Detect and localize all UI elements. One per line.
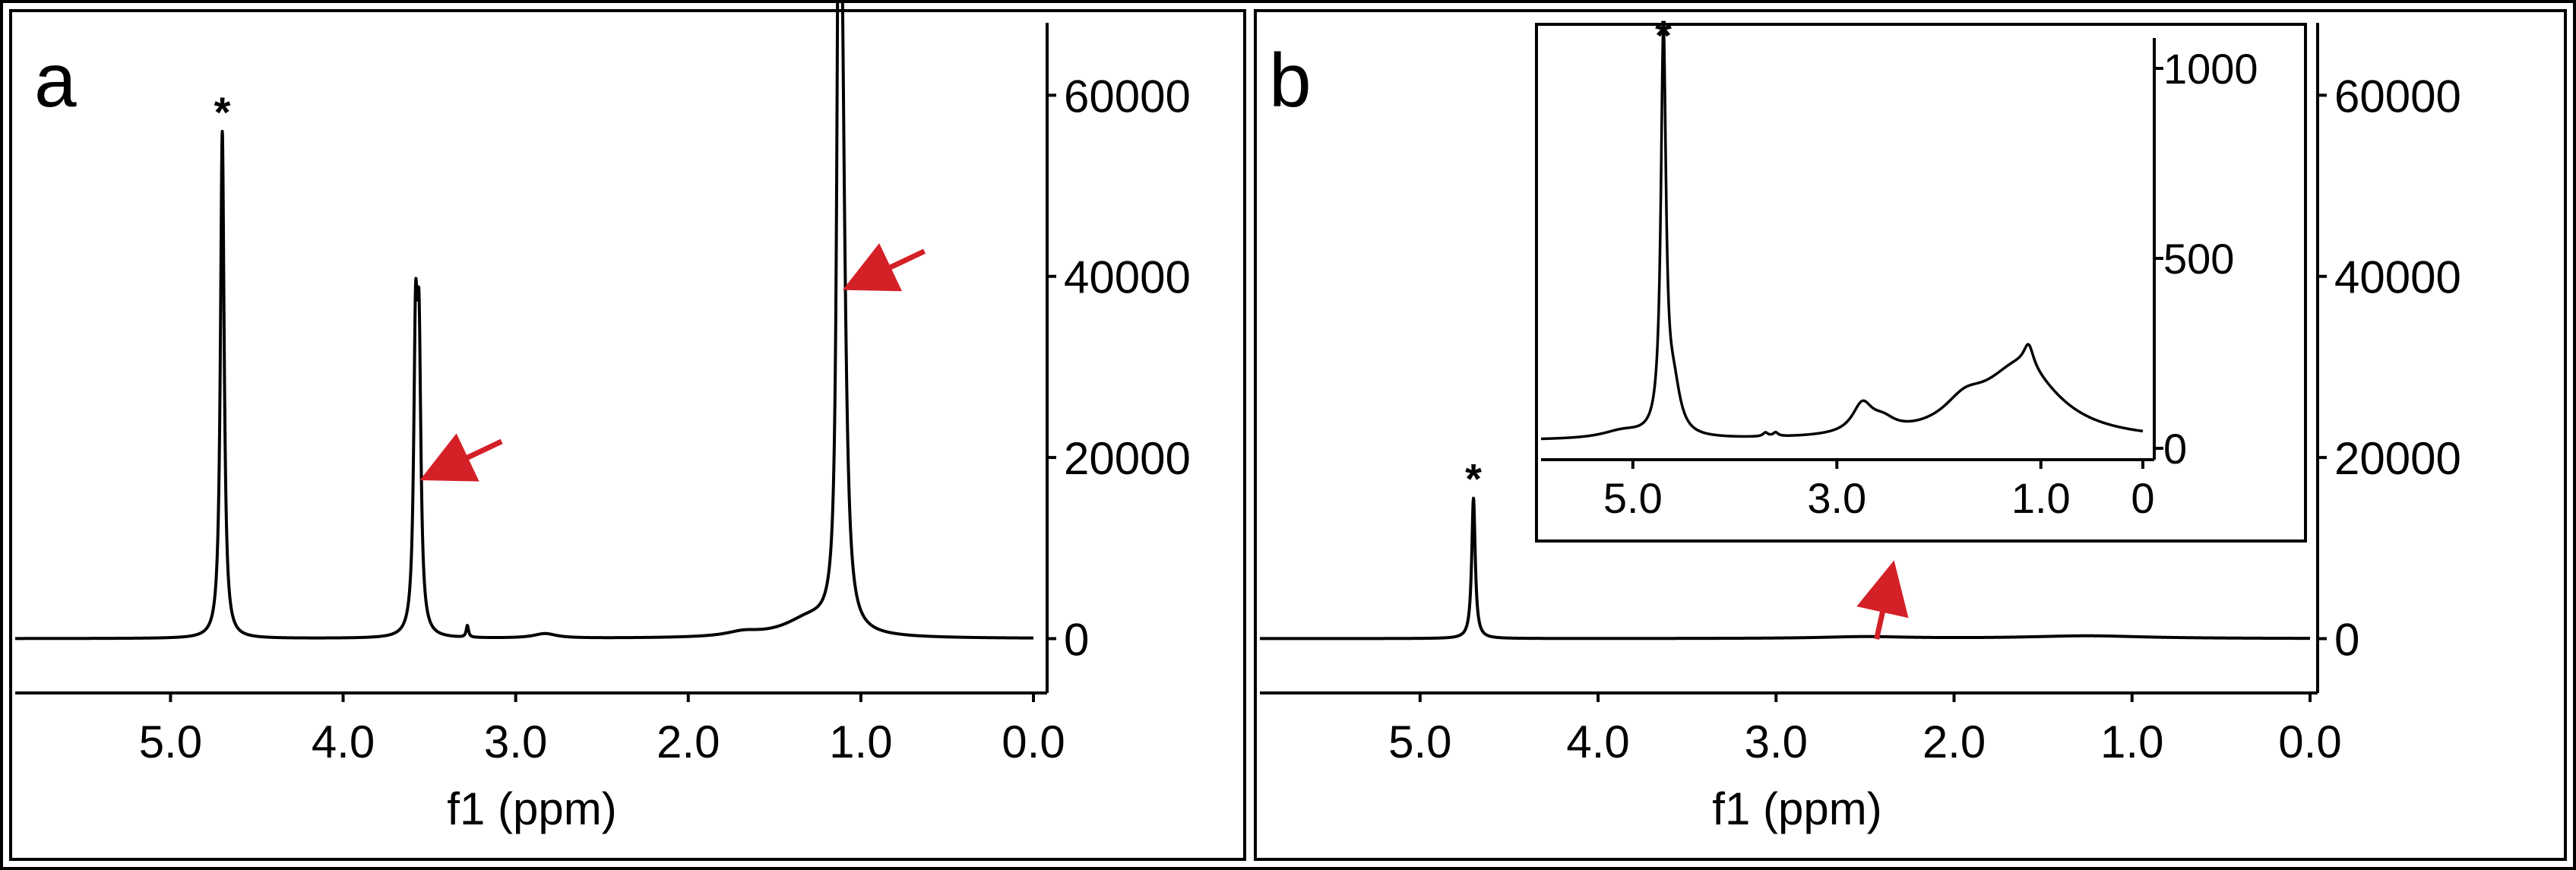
red-arrow: [1856, 560, 1909, 640]
panel-b-spectrum-line: [1258, 496, 2312, 641]
panel-b-annotations: *: [1465, 455, 1482, 503]
y-tick-label: 0: [2334, 614, 2359, 665]
panel-b-y-ticks: 0 20000 40000 60000: [2318, 71, 2461, 665]
y-tick-label: 20000: [1064, 433, 1191, 484]
y-tick-label: 60000: [1064, 71, 1191, 122]
red-arrow: [842, 243, 926, 292]
y-tick-label: 0: [2163, 425, 2187, 473]
x-tick-label: 5.0: [1603, 474, 1663, 522]
y-tick-label: 60000: [2334, 71, 2461, 122]
y-tick-label: 500: [2163, 235, 2234, 283]
panel-b-arrows: [1856, 560, 1909, 640]
y-tick-label: 1000: [2163, 45, 2258, 93]
panel-a-spectrum-line: [14, 0, 1035, 641]
y-tick-label: 0: [1064, 614, 1089, 665]
x-tick-label: 1.0: [829, 717, 892, 767]
red-arrow: [419, 433, 503, 482]
inset-y-ticks: 0 500 1000: [2154, 45, 2258, 473]
peak-marker-asterisk: *: [1655, 11, 1672, 59]
panel-a-annotations: *: [214, 88, 231, 136]
inset-annotations: *: [1655, 11, 1672, 59]
inset-x-ticks: 5.0 3.0 1.0 0: [1603, 460, 2155, 522]
panel-b-inset: 5.0 3.0 1.0 0 0 500 1000 *: [1535, 11, 2307, 543]
peak-marker-asterisk: *: [214, 88, 231, 136]
inset-frame: [1535, 23, 2307, 543]
panel-b-x-label: f1 (ppm): [1712, 783, 1881, 834]
panel-b-plot: 5.0 4.0 3.0 2.0 1.0 0.0 0 20000 40000 60000 *: [1258, 23, 2461, 767]
x-tick-label: 2.0: [1923, 717, 1986, 767]
inset-spectrum-line: [1540, 23, 2144, 441]
x-tick-label: 1.0: [2100, 717, 2163, 767]
panel-a-y-ticks: 0 20000 40000 60000: [1047, 71, 1191, 665]
panel-a-label: a: [34, 38, 77, 123]
x-tick-label: 2.0: [657, 717, 720, 767]
panel-a-arrows: [419, 243, 926, 482]
x-tick-label: 1.0: [2011, 474, 2071, 522]
panel-b-x-ticks: 5.0 4.0 3.0 2.0 1.0 0.0: [1388, 693, 2342, 767]
x-tick-label: 0: [2131, 474, 2154, 522]
panel-a-plot: 5.0 4.0 3.0 2.0 1.0 0.0 0 20000 40000 60000 *: [14, 0, 1191, 767]
x-tick-label: 3.0: [1807, 474, 1866, 522]
panel-a-x-label: f1 (ppm): [447, 783, 616, 834]
panel-b-frame: [1254, 9, 2567, 861]
x-tick-label: 0.0: [2278, 717, 2341, 767]
y-tick-label: 20000: [2334, 433, 2461, 484]
panel-a-x-ticks: 5.0 4.0 3.0 2.0 1.0 0.0: [139, 693, 1065, 767]
x-tick-label: 5.0: [139, 717, 202, 767]
x-tick-label: 3.0: [484, 717, 547, 767]
panel-a-frame: [9, 9, 1246, 861]
x-tick-label: 3.0: [1745, 717, 1808, 767]
peak-marker-asterisk: *: [1465, 455, 1482, 503]
x-tick-label: 4.0: [1566, 717, 1629, 767]
x-tick-label: 4.0: [312, 717, 375, 767]
x-tick-label: 0.0: [1002, 717, 1065, 767]
panel-b-label: b: [1269, 38, 1312, 123]
y-tick-label: 40000: [1064, 252, 1191, 303]
x-tick-label: 5.0: [1388, 717, 1451, 767]
y-tick-label: 40000: [2334, 252, 2461, 303]
